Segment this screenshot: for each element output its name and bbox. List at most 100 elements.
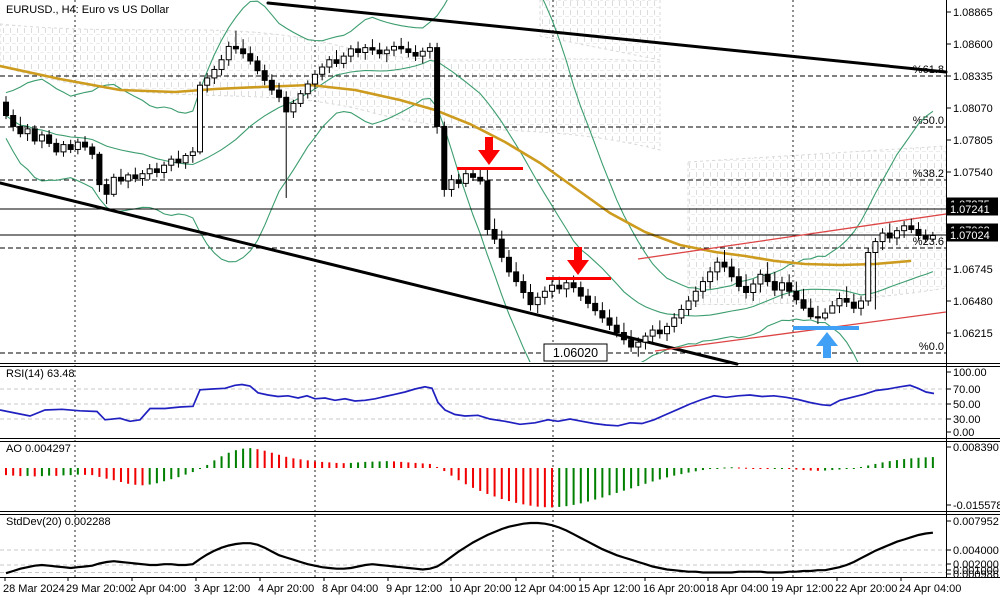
horizontal-price-lines[interactable]	[0, 208, 946, 236]
stddev-axis-label: 0.001000	[953, 565, 999, 577]
candle-bull	[836, 298, 843, 307]
trendline[interactable]	[266, 1, 948, 74]
price-axis: 1.08865 1.08600 1.08335 1.08070 1.07805 1.075…	[946, 0, 1000, 581]
candle-bear	[728, 266, 735, 278]
time-label: 12 Apr 04:00	[514, 583, 576, 595]
ao-bar-down	[270, 452, 273, 468]
candle-bear	[405, 48, 412, 53]
candle-bull	[297, 93, 304, 104]
ao-bar-up	[572, 468, 575, 505]
candle-bear	[922, 235, 929, 240]
ao-bar-up	[630, 468, 633, 489]
rsi-axis-label: 100.00	[953, 367, 987, 379]
ao-bar-up	[227, 452, 230, 468]
stddev-panel[interactable]	[0, 521, 946, 575]
ao-bar-up	[852, 468, 855, 469]
candle-bear	[117, 176, 124, 182]
candle-bear	[570, 282, 577, 289]
ao-bar-down	[529, 468, 532, 506]
moving-average-line	[0, 64, 912, 267]
price-badge: 1.07024	[950, 230, 990, 242]
ao-bar-up	[242, 448, 245, 468]
ao-bar-up	[910, 458, 913, 468]
ao-bar-up	[213, 460, 216, 468]
candle-bull	[664, 325, 671, 335]
channel-line[interactable]	[637, 213, 947, 260]
ao-bar-up	[170, 468, 173, 480]
trendlines[interactable]	[0, 1, 948, 366]
time-label: 8 Apr 04:00	[322, 583, 378, 595]
candle-bear	[735, 276, 742, 287]
red-resistance-segment[interactable]	[546, 277, 611, 280]
ao-bar-up	[177, 468, 180, 478]
candle-bear	[470, 173, 477, 178]
blue-up-arrow-icon[interactable]	[816, 332, 838, 358]
candle-bear	[376, 49, 383, 55]
annotations[interactable]: 1.06020	[457, 137, 859, 362]
ao-bar-down	[263, 450, 266, 468]
ao-bar-down	[737, 467, 740, 469]
candle-bear	[240, 48, 247, 55]
candle-bear	[369, 47, 376, 51]
candle-bear	[886, 232, 893, 239]
fib-label: %38.2	[913, 168, 944, 180]
red-resistance-segment[interactable]	[457, 167, 523, 170]
candle-bull	[879, 232, 886, 243]
rsi-panel[interactable]	[0, 383, 946, 427]
ao-bar-up	[651, 468, 654, 482]
candle-bull	[671, 317, 678, 327]
blue-support-segment[interactable]	[793, 326, 859, 330]
channel-line[interactable]	[654, 311, 947, 352]
ao-bar-up	[378, 461, 381, 468]
candle-bull	[319, 66, 326, 75]
candle-bear	[398, 45, 405, 50]
rsi-axis-label: 0.00	[953, 427, 974, 439]
ao-bar-up	[69, 468, 72, 476]
candle-bull	[549, 284, 556, 292]
ao-bar-up	[26, 468, 29, 476]
candle-bear	[613, 324, 620, 333]
time-axis: 28 Mar 2024 29 Mar 20:00 2 Apr 04:00 3 Apr …	[3, 577, 961, 595]
price-badge-box[interactable]	[947, 228, 998, 242]
ao-bar-up	[220, 456, 223, 468]
candle-bear	[333, 59, 340, 64]
ao-bar-down	[421, 463, 424, 468]
ao-bar-down	[816, 468, 819, 471]
cloud-area	[687, 145, 946, 305]
ao-bar-up	[184, 468, 187, 475]
candle-bull	[146, 168, 153, 175]
ao-bar-up	[888, 461, 891, 468]
ao-bar-down	[12, 468, 15, 476]
ao-bar-down	[809, 468, 812, 471]
red-down-arrow-icon[interactable]	[478, 137, 500, 165]
ao-bar-down	[414, 462, 417, 468]
candle-bear	[606, 317, 613, 326]
ao-panel[interactable]	[5, 448, 934, 508]
ao-axis-label: 0.008390	[953, 442, 999, 454]
candle-bull	[204, 77, 211, 86]
ao-bar-down	[536, 468, 539, 507]
candle-bull	[757, 273, 764, 285]
candle-bull	[462, 173, 469, 184]
ao-bar-down	[285, 456, 288, 468]
time-label: 28 Mar 2024	[3, 583, 65, 595]
ao-bar-down	[543, 468, 546, 508]
ao-bar-down	[55, 468, 58, 476]
ao-bar-down	[278, 454, 281, 468]
trendline[interactable]	[0, 181, 739, 366]
red-down-arrow-icon[interactable]	[567, 247, 589, 275]
price-tick-label: 1.06480	[953, 296, 993, 308]
candle-bear	[743, 285, 750, 293]
ao-bar-up	[723, 467, 726, 469]
price-badge-box[interactable]	[947, 202, 998, 216]
red-channel-lines[interactable]	[637, 213, 947, 352]
ao-bar-up	[565, 468, 568, 507]
low-price-label-box[interactable]	[543, 343, 608, 362]
ao-bar-up	[680, 468, 683, 475]
ao-bar-up	[349, 462, 352, 468]
ao-bar-down	[313, 461, 316, 468]
candle-bear	[283, 96, 290, 113]
ao-bar-up	[579, 468, 582, 504]
